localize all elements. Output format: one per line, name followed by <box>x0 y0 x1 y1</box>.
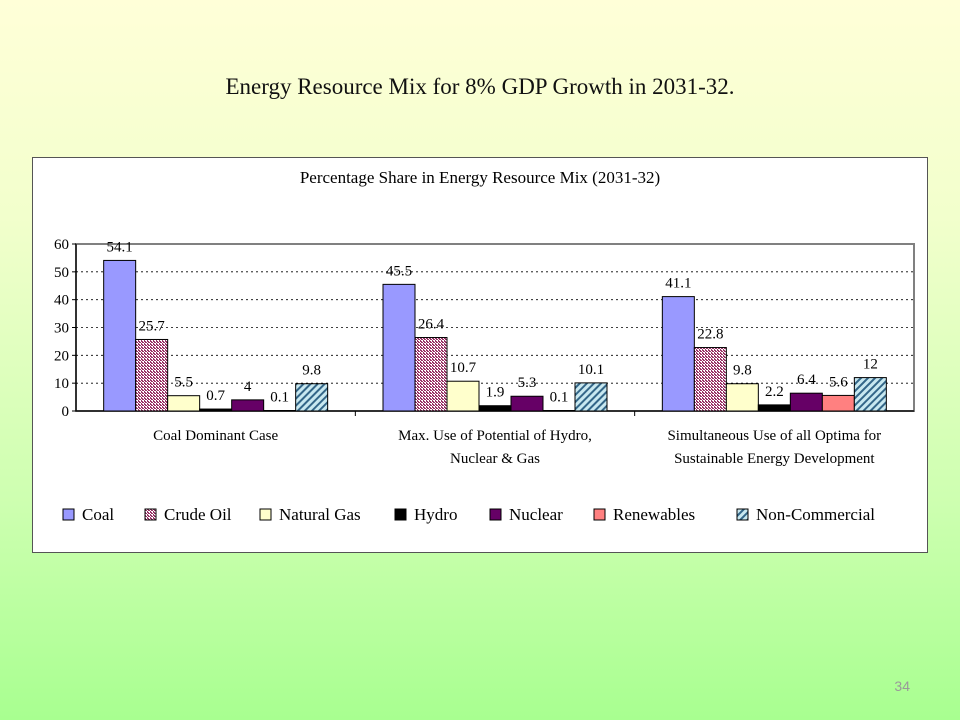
legend-swatch-nuclear <box>489 508 502 521</box>
data-label: 10.1 <box>578 362 604 378</box>
legend-label: Coal <box>82 505 114 524</box>
data-label: 5.5 <box>174 375 193 391</box>
bar-coal <box>661 296 695 412</box>
bar-coal <box>382 283 416 412</box>
bar-non-commercial <box>853 377 887 412</box>
bar-hydro <box>199 408 233 412</box>
data-label: 5.3 <box>518 375 537 391</box>
data-label: 45.5 <box>386 263 412 279</box>
bar-crude-oil <box>414 337 448 412</box>
chart-svg: Percentage Share in Energy Resource Mix … <box>54 168 915 524</box>
bar-non-commercial <box>295 383 329 412</box>
data-label: 12 <box>863 357 878 373</box>
bar-natural-gas <box>167 395 201 412</box>
bar-nuclear <box>231 399 265 412</box>
data-label: 1.9 <box>486 385 505 401</box>
bar-natural-gas <box>725 383 759 412</box>
data-label: 26.4 <box>418 317 445 333</box>
bar-renewables <box>821 394 855 412</box>
chart-frame: Percentage Share in Energy Resource Mix … <box>32 157 928 553</box>
data-label: 22.8 <box>697 327 723 343</box>
data-label: 41.1 <box>665 276 691 292</box>
bar-non-commercial <box>574 382 608 412</box>
bar-coal <box>103 259 137 412</box>
page-number: 34 <box>894 678 910 694</box>
bar-crude-oil <box>135 338 169 412</box>
slide-title: Energy Resource Mix for 8% GDP Growth in… <box>225 74 735 99</box>
plot-area <box>75 243 915 412</box>
bar-hydro <box>478 405 512 412</box>
legend-swatch-non-commercial <box>736 508 749 521</box>
data-label: 5.6 <box>829 374 848 390</box>
legend-label: Renewables <box>613 505 695 524</box>
legend-label: Hydro <box>414 505 457 524</box>
bar-renewables <box>263 410 297 412</box>
data-label: 2.2 <box>765 384 784 400</box>
bar-crude-oil <box>693 347 727 412</box>
legend-swatch-hydro <box>394 508 407 521</box>
legend-label: Non-Commercial <box>756 505 875 524</box>
data-label: 0.7 <box>206 388 225 404</box>
legend-swatch-crude-oil <box>144 508 157 521</box>
legend-label: Natural Gas <box>279 505 361 524</box>
data-label: 9.8 <box>302 363 321 379</box>
x-category-label: Nuclear & Gas <box>450 451 540 467</box>
bar-hydro <box>757 404 791 412</box>
bar-natural-gas <box>446 380 480 412</box>
data-label: 54.1 <box>107 239 133 255</box>
bar-nuclear <box>789 392 823 412</box>
legend-swatch-coal <box>62 508 75 521</box>
y-tick-label: 60 <box>54 237 69 253</box>
data-label: 0.1 <box>270 390 289 406</box>
y-tick-label: 20 <box>54 348 69 364</box>
legend-swatch-natural-gas <box>259 508 272 521</box>
legend-label: Crude Oil <box>164 505 232 524</box>
y-tick-label: 30 <box>54 321 69 337</box>
x-category-label: Coal Dominant Case <box>153 428 278 444</box>
chart-title: Percentage Share in Energy Resource Mix … <box>300 168 660 187</box>
legend-label: Nuclear <box>509 505 563 524</box>
y-tick-label: 0 <box>62 404 70 420</box>
y-tick-label: 10 <box>54 376 69 392</box>
data-label: 9.8 <box>733 363 752 379</box>
legend-swatch-renewables <box>593 508 606 521</box>
x-category-label: Max. Use of Potential of Hydro, <box>398 428 592 444</box>
y-tick-label: 50 <box>54 265 69 281</box>
data-label: 6.4 <box>797 372 816 388</box>
bar-renewables <box>542 410 576 412</box>
x-category-label: Simultaneous Use of all Optima for <box>667 428 881 444</box>
data-label: 4 <box>244 379 252 395</box>
data-label: 25.7 <box>139 318 166 334</box>
y-tick-label: 40 <box>54 293 69 309</box>
bar-nuclear <box>510 395 544 412</box>
data-label: 0.1 <box>550 390 569 406</box>
x-category-label: Sustainable Energy Development <box>674 451 875 467</box>
data-label: 10.7 <box>450 360 477 376</box>
